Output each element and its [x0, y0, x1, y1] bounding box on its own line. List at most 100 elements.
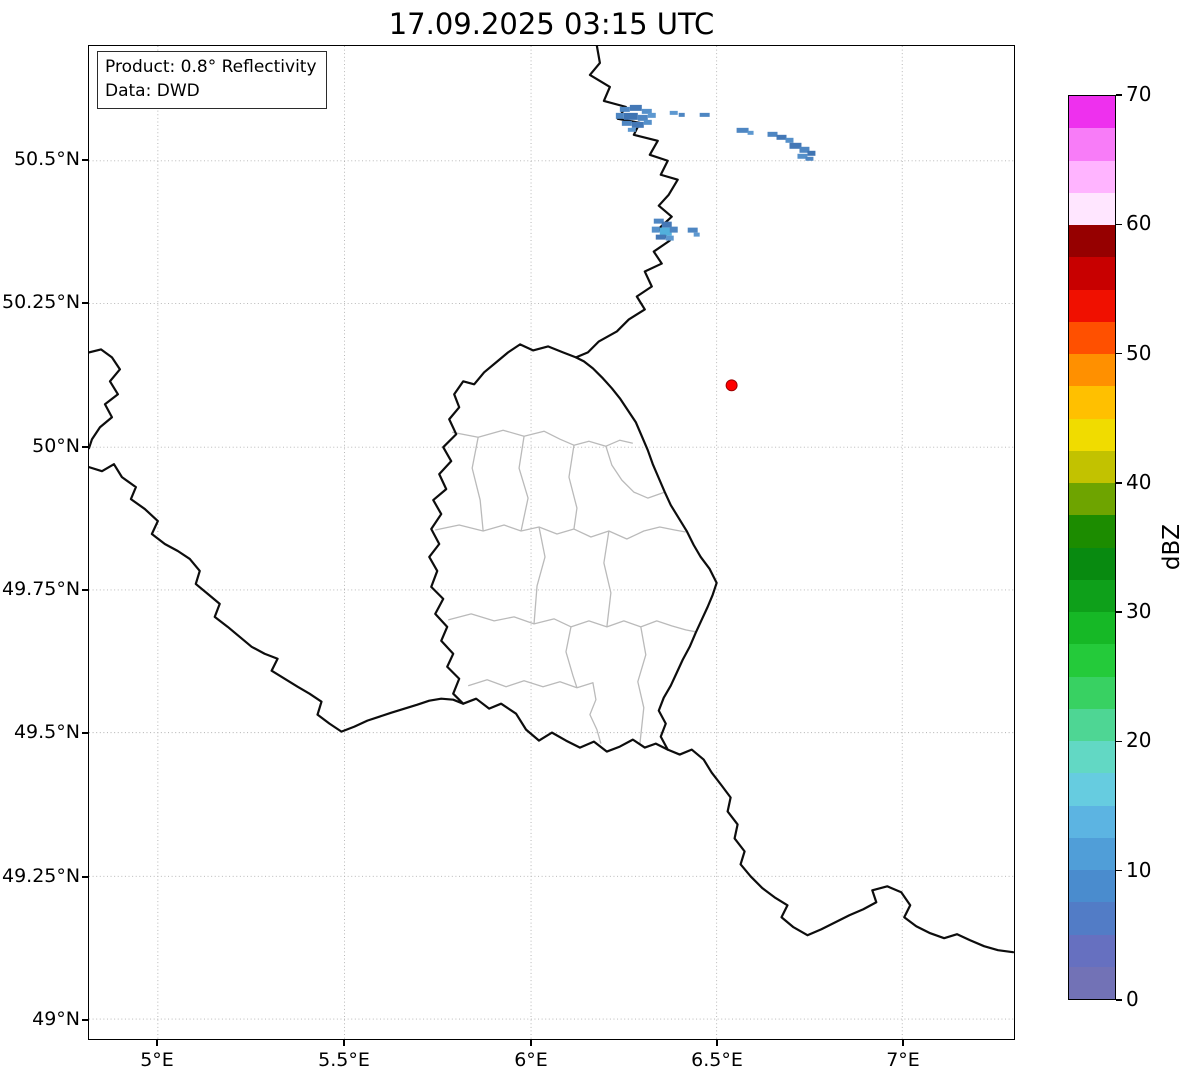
radar-echo	[615, 112, 624, 119]
radar-echo	[665, 235, 674, 241]
colorbar-band	[1069, 579, 1115, 612]
radar-echo	[669, 110, 678, 115]
canton-border	[518, 436, 529, 532]
radar-echo	[641, 108, 652, 114]
radar-echo	[797, 153, 808, 159]
radar-echo	[693, 232, 700, 237]
radar-echo	[736, 127, 749, 133]
radar-echo	[687, 227, 698, 233]
radar-echo	[785, 137, 794, 143]
colorbar-band	[1069, 741, 1115, 774]
colorbar-tick-label: 10	[1126, 857, 1152, 882]
radar-echo	[776, 134, 787, 140]
colorbar-tick-label: 50	[1126, 340, 1152, 365]
colorbar-band	[1069, 354, 1115, 387]
radar-echo	[637, 114, 648, 121]
radar-echo	[655, 234, 666, 240]
border-belgium-france	[89, 463, 465, 733]
colorbar-band	[1069, 805, 1115, 838]
y-tick-label: 50.5°N	[13, 148, 80, 170]
colorbar-tick-label: 0	[1126, 987, 1139, 1011]
colorbar-band	[1069, 483, 1115, 516]
info-box: Product: 0.8° Reflectivity Data: DWD	[97, 51, 327, 110]
canton-border	[448, 613, 696, 633]
radar-echo	[627, 127, 636, 132]
radar-echo	[621, 120, 632, 126]
colorbar-band	[1069, 128, 1115, 161]
colorbar-tick	[1116, 869, 1122, 872]
border-luxembourg	[428, 343, 718, 753]
colorbar-band	[1069, 966, 1115, 999]
canton-border	[533, 526, 546, 624]
y-tick-label: 49.75°N	[2, 578, 81, 600]
radar-echo	[631, 121, 644, 128]
canton-border	[568, 445, 578, 530]
colorbar-band	[1069, 902, 1115, 935]
colorbar-bands	[1069, 96, 1115, 999]
radar-echo	[653, 218, 664, 224]
radar-echo	[807, 150, 816, 156]
colorbar-band	[1069, 386, 1115, 419]
radar-echo	[659, 227, 672, 236]
colorbar-band	[1069, 257, 1115, 290]
y-tick	[82, 732, 88, 734]
x-tick	[156, 1040, 158, 1046]
y-tick	[82, 302, 88, 304]
colorbar-tick	[1116, 352, 1122, 355]
colorbar-band	[1069, 934, 1115, 967]
canton-border	[471, 437, 484, 532]
canton-border	[467, 679, 602, 744]
colorbar-band	[1069, 676, 1115, 709]
x-tick	[343, 1040, 345, 1046]
colorbar-band	[1069, 837, 1115, 870]
colorbar-band	[1069, 289, 1115, 322]
y-tick	[82, 876, 88, 878]
colorbar-band	[1069, 418, 1115, 451]
colorbar-unit-label: dBZ	[1159, 523, 1185, 571]
canton-border	[603, 530, 612, 627]
colorbar-band	[1069, 773, 1115, 806]
canton-border	[637, 626, 647, 745]
colorbar-band	[1069, 321, 1115, 354]
radar-echo	[669, 226, 678, 233]
x-tick-label: 7°E	[886, 1049, 920, 1071]
map-plot	[88, 45, 1015, 1040]
radar-echo	[619, 106, 630, 112]
colorbar-band	[1069, 708, 1115, 741]
canton-border	[605, 445, 665, 499]
y-tick	[82, 159, 88, 161]
colorbar-band	[1069, 515, 1115, 548]
canton-border	[452, 429, 633, 447]
colorbar-band	[1069, 547, 1115, 580]
radar-echo	[661, 221, 672, 228]
colorbar-tick	[1116, 223, 1122, 226]
y-tick	[82, 589, 88, 591]
border-france-germany	[666, 748, 1014, 954]
x-tick-label: 6°E	[514, 1049, 548, 1071]
colorbar-tick-label: 20	[1126, 728, 1152, 753]
radar-echo	[647, 112, 656, 118]
info-product-line: Product: 0.8° Reflectivity	[105, 57, 317, 77]
y-tick-label: 49°N	[32, 1008, 80, 1030]
x-tick-label: 5°E	[140, 1049, 174, 1071]
colorbar-band	[1069, 450, 1115, 483]
colorbar-band	[1069, 192, 1115, 225]
colorbar-band	[1069, 160, 1115, 193]
colorbar-tick-label: 70	[1126, 82, 1152, 106]
canton-border	[565, 626, 578, 688]
radar-echo	[767, 131, 778, 137]
y-tick	[82, 1019, 88, 1021]
radar-echo	[651, 226, 660, 233]
colorbar-tick	[1116, 611, 1122, 613]
y-tick-label: 50.25°N	[2, 291, 81, 313]
y-tick	[82, 446, 88, 448]
colorbar-band	[1069, 870, 1115, 903]
x-tick-label: 5.5°E	[318, 1049, 370, 1071]
colorbar-tick	[1116, 740, 1122, 743]
colorbar-band	[1069, 644, 1115, 677]
border-givet-salient	[89, 348, 122, 450]
radar-echo	[623, 112, 638, 120]
radar-echo	[699, 112, 710, 117]
radar-echo	[643, 119, 652, 125]
